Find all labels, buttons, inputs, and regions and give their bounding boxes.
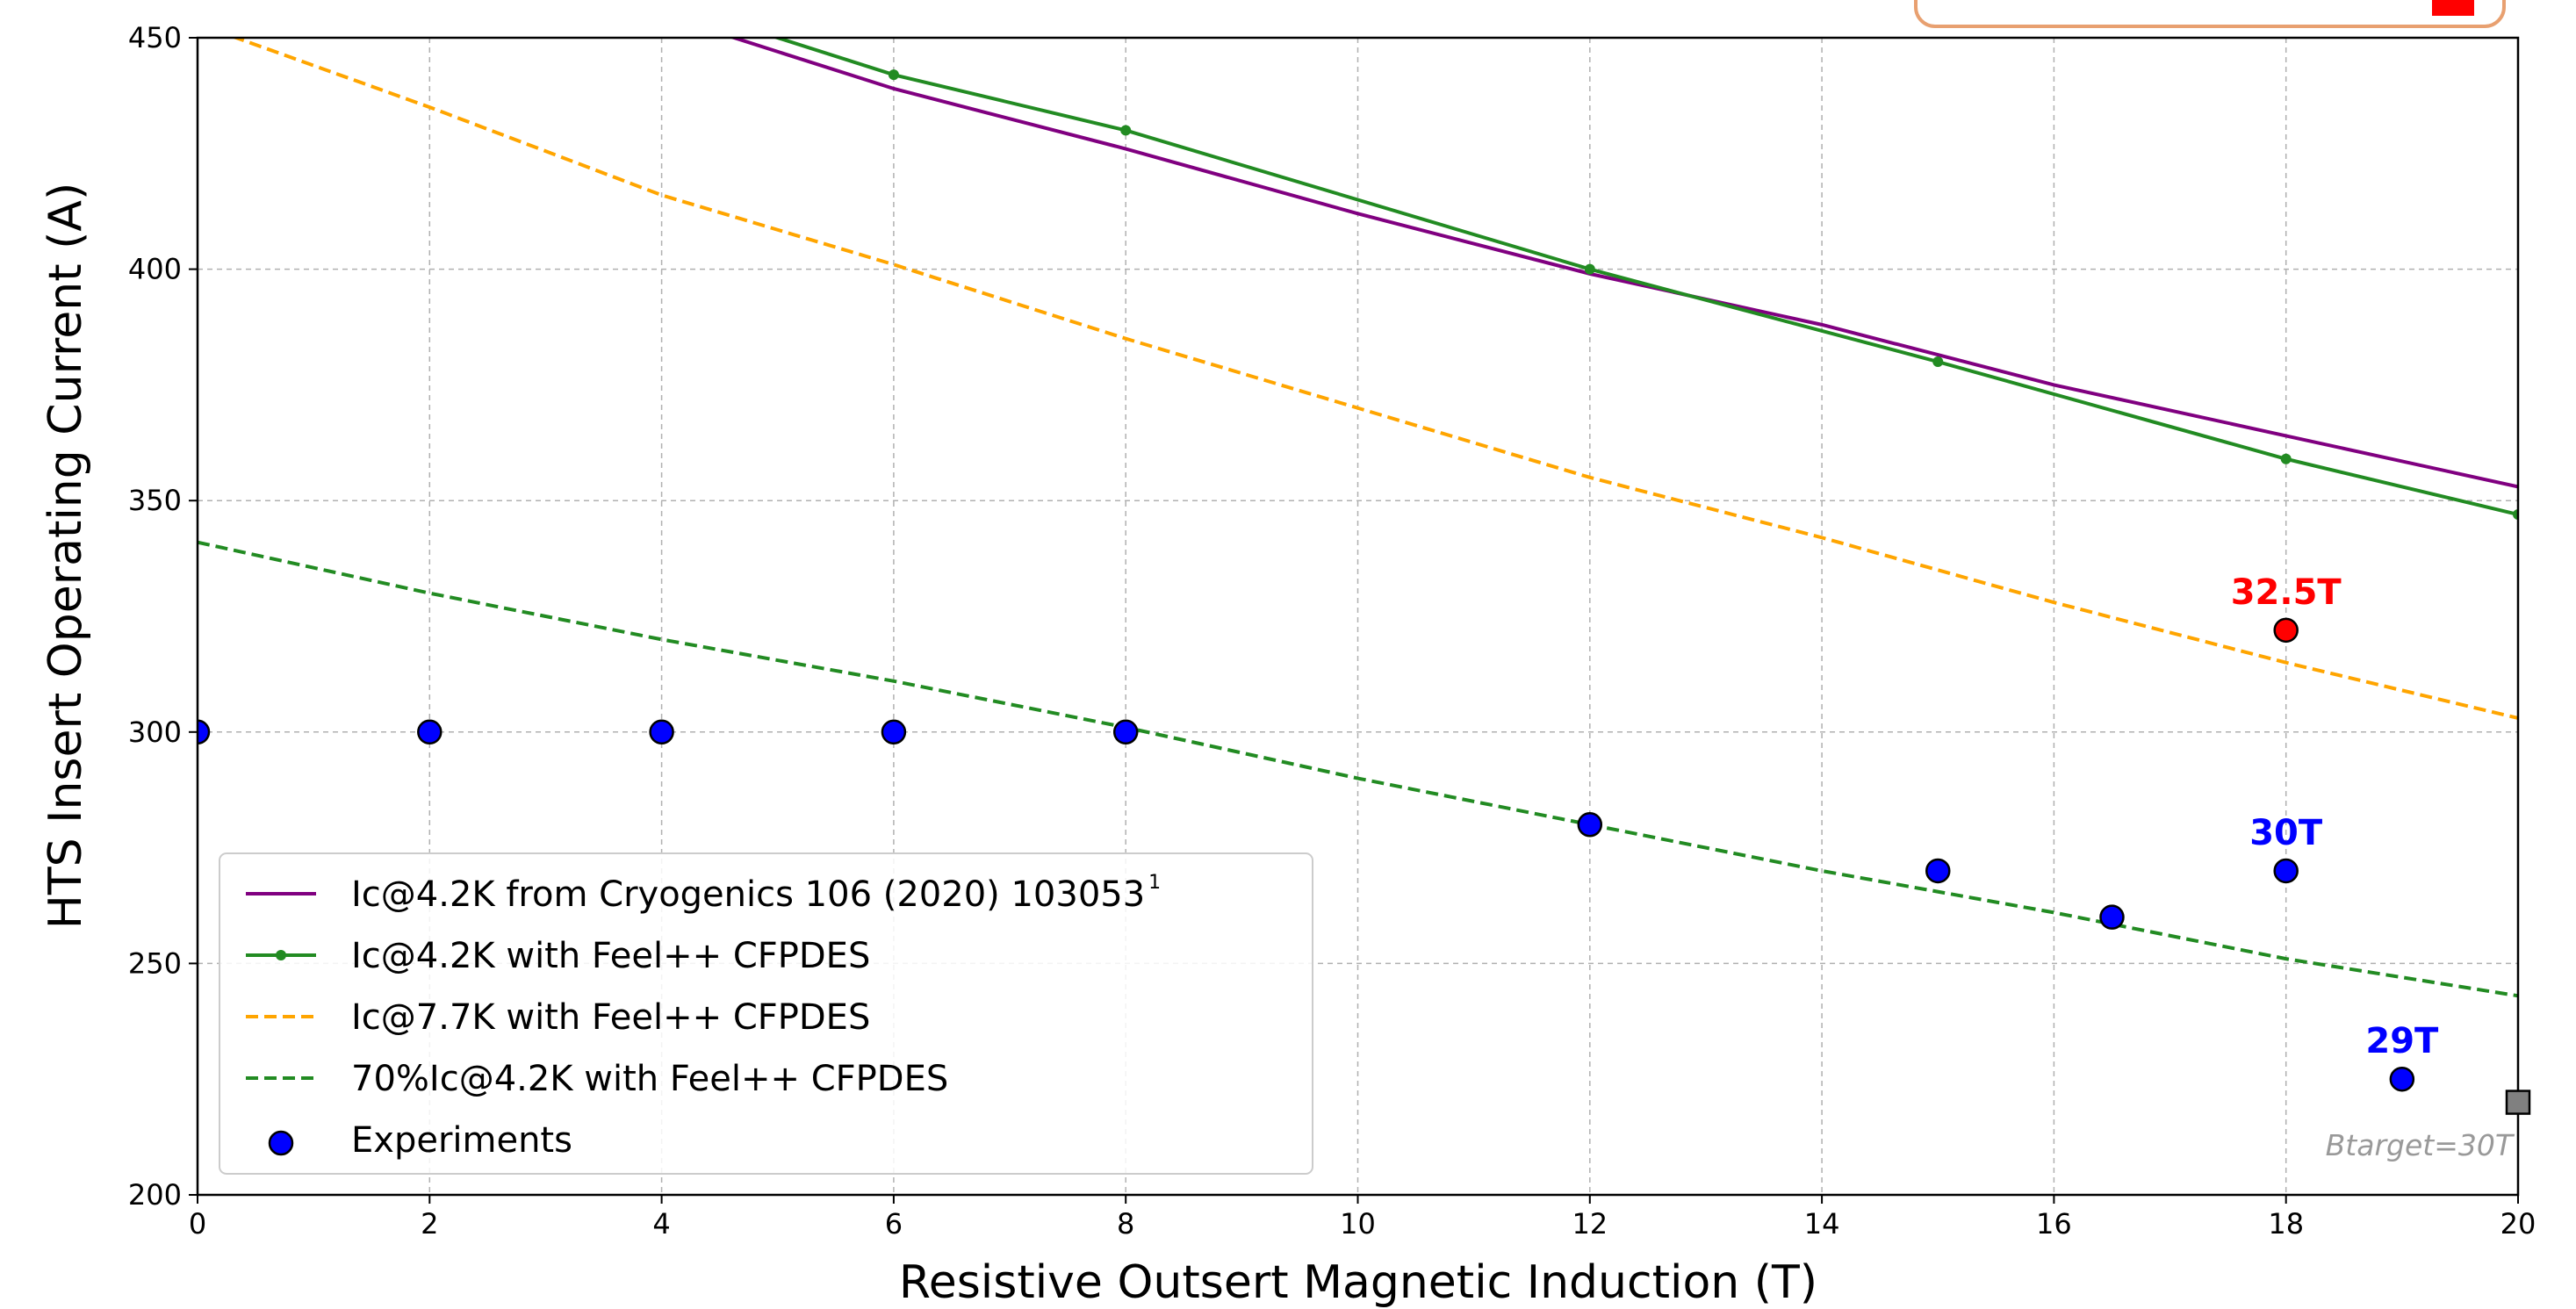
y-tick-label: 300: [128, 716, 182, 749]
legend: Ic@4.2K from Cryogenics 106 (2020) 10305…: [219, 852, 1313, 1175]
annotation-label: 29T: [2365, 1021, 2439, 1061]
y-axis-label: HTS Insert Operating Current (A): [40, 183, 92, 930]
y-tick-label: 350: [128, 484, 182, 517]
experiment-point: [649, 719, 674, 745]
annotations: 32.5T 30T 29T: [2231, 572, 2439, 1061]
annotation-label: 32.5T: [2231, 572, 2342, 613]
series-point: [1932, 356, 1944, 368]
series-layer: [198, 38, 2518, 1092]
x-tick-label: 8: [1117, 1207, 1134, 1241]
y-tick-label: 400: [128, 253, 182, 286]
experiment-point: [2273, 858, 2299, 884]
series-point: [888, 69, 899, 81]
y-tick-label: 250: [128, 946, 182, 980]
ticks: 0 2 4 6 8 10 12 14 16 18 20 200 250 300 350 400 450: [128, 21, 2536, 1241]
annotation-label: 30T: [2249, 813, 2323, 853]
experiment-point: [417, 719, 443, 745]
highlight-point: [2273, 617, 2299, 644]
series-point: [2280, 453, 2292, 464]
x-tick-label: 18: [2268, 1207, 2304, 1241]
series-point: [1584, 263, 1595, 275]
legend-handle-dot: [276, 950, 286, 960]
experiment-point: [2389, 1066, 2415, 1092]
x-axis-label: Resistive Outsert Magnetic Induction (T): [899, 1256, 1817, 1309]
legend-label-70-ic-4-2k-with-feel-cfpdes: 70%Ic@4.2K with Feel++ CFPDES: [351, 1059, 948, 1099]
legend-box: [219, 852, 1313, 1175]
series-point: [1120, 125, 1132, 136]
y-tick-label: 450: [128, 21, 182, 54]
x-tick-label: 4: [652, 1207, 670, 1241]
legend-label-ic-4-2k-from-cryogenics-106-2020-103053: Ic@4.2K from Cryogenics 106 (2020) 10305…: [351, 874, 1145, 915]
btarget-note: Btarget=30T: [2326, 1128, 2515, 1162]
target-marker: [2505, 1090, 2531, 1115]
x-tick-label: 16: [2036, 1207, 2072, 1241]
cropped-callout-fragment: [2432, 0, 2474, 16]
experiment-point: [198, 719, 211, 745]
x-tick-label: 14: [1804, 1207, 1840, 1241]
legend-label-experiments: Experiments: [351, 1120, 572, 1161]
experiment-point: [2099, 904, 2125, 930]
x-tick-label: 0: [189, 1207, 206, 1241]
x-tick-label: 2: [421, 1207, 438, 1241]
legend-superscript: 1: [1148, 872, 1161, 894]
legend-label-ic-4-2k-with-feel-cfpdes: Ic@4.2K with Feel++ CFPDES: [351, 936, 870, 976]
series-point: [2513, 509, 2518, 521]
legend-handle: [268, 1130, 294, 1156]
experiment-point: [881, 719, 907, 745]
legend-label-ic-7-7k-with-feel-cfpdes: Ic@7.7K with Feel++ CFPDES: [351, 997, 870, 1038]
experiment-point: [1925, 858, 1951, 884]
x-tick-label: 12: [1572, 1207, 1608, 1241]
series-line-70-ic-4-2k-with-feel-cfpdes: [198, 540, 2518, 998]
x-tick-label: 6: [885, 1207, 903, 1241]
y-tick-label: 200: [128, 1178, 182, 1212]
cropped-callout-box: [1914, 0, 2506, 28]
series-line-ic-4-2k-from-cryogenics-106-2020-103053: [728, 38, 2518, 489]
experiment-point: [1112, 719, 1139, 745]
x-tick-label: 10: [1340, 1207, 1376, 1241]
x-tick-label: 20: [2500, 1207, 2536, 1241]
experiment-point: [1577, 811, 1603, 838]
series-line-ic-7-7k-with-feel-cfpdes: [231, 38, 2518, 720]
